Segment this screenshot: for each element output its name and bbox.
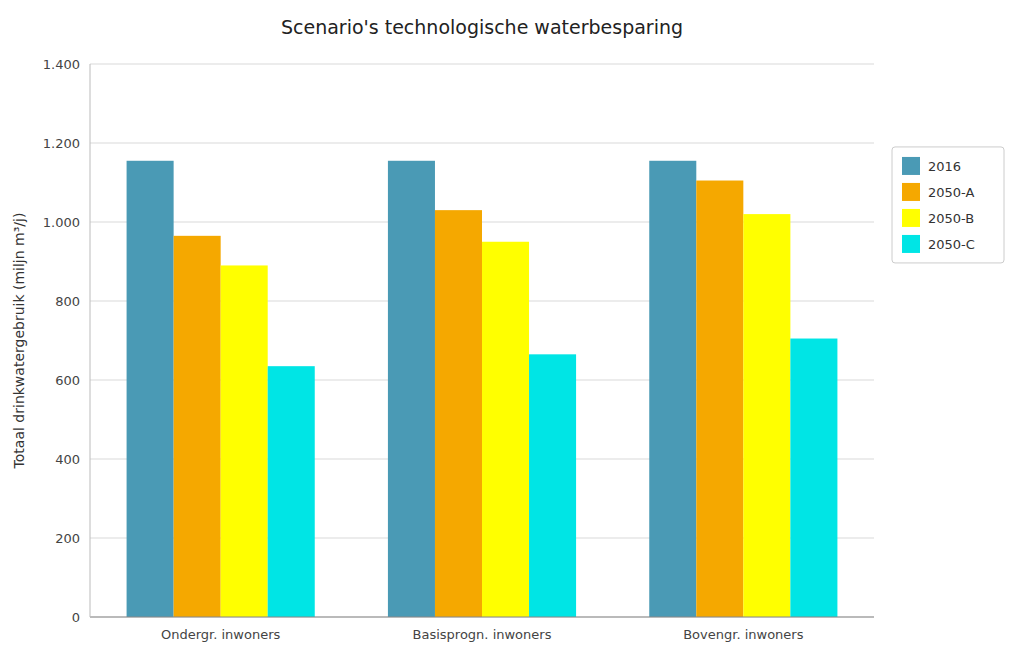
legend-swatch [902, 183, 920, 201]
y-tick-label: 0 [72, 610, 80, 625]
legend-label: 2016 [928, 159, 961, 174]
bar [529, 354, 576, 617]
legend-label: 2050-A [928, 185, 974, 200]
bar [221, 265, 268, 617]
bar [435, 210, 482, 617]
y-tick-label: 600 [55, 373, 80, 388]
y-axis-label: Totaal drinkwatergebruik (miljn m³/j) [11, 213, 27, 470]
grid-line [90, 64, 874, 65]
bar [127, 161, 174, 617]
y-tick-label: 1.400 [43, 57, 80, 72]
y-tick-label: 800 [55, 294, 80, 309]
legend-swatch [902, 157, 920, 175]
bars [127, 161, 838, 617]
x-tick-label: Ondergr. inwoners [161, 627, 281, 642]
legend-label: 2050-C [928, 237, 975, 252]
bar [790, 339, 837, 617]
legend-label: 2050-B [928, 211, 974, 226]
legend-swatch [902, 209, 920, 227]
legend: 2016 2050-A 2050-B 2050-C [892, 147, 1004, 263]
x-axis-line [90, 617, 874, 618]
grid-line [90, 143, 874, 144]
y-tick-label: 400 [55, 452, 80, 467]
bar [388, 161, 435, 617]
bar [696, 181, 743, 617]
bar [174, 236, 221, 617]
title: Scenario's technologische waterbesparing [281, 16, 683, 38]
chart-container: Scenario's technologische waterbesparing… [0, 0, 1024, 669]
grid-line [90, 617, 874, 618]
bar [268, 366, 315, 617]
grid [90, 64, 874, 617]
bar [482, 242, 529, 617]
y-tick-label: 1.200 [43, 136, 80, 151]
bar [649, 161, 696, 617]
x-tick-label: Basisprogn. inwoners [413, 627, 552, 642]
legend-frame [892, 147, 1004, 263]
bar [743, 214, 790, 617]
y-tick-label: 200 [55, 531, 80, 546]
y-axis-line [90, 64, 91, 617]
legend-swatch [902, 235, 920, 253]
x-tick-label: Bovengr. inwoners [683, 627, 803, 642]
chart: Scenario's technologische waterbesparing… [0, 0, 1024, 669]
y-tick-label: 1.000 [43, 215, 80, 230]
